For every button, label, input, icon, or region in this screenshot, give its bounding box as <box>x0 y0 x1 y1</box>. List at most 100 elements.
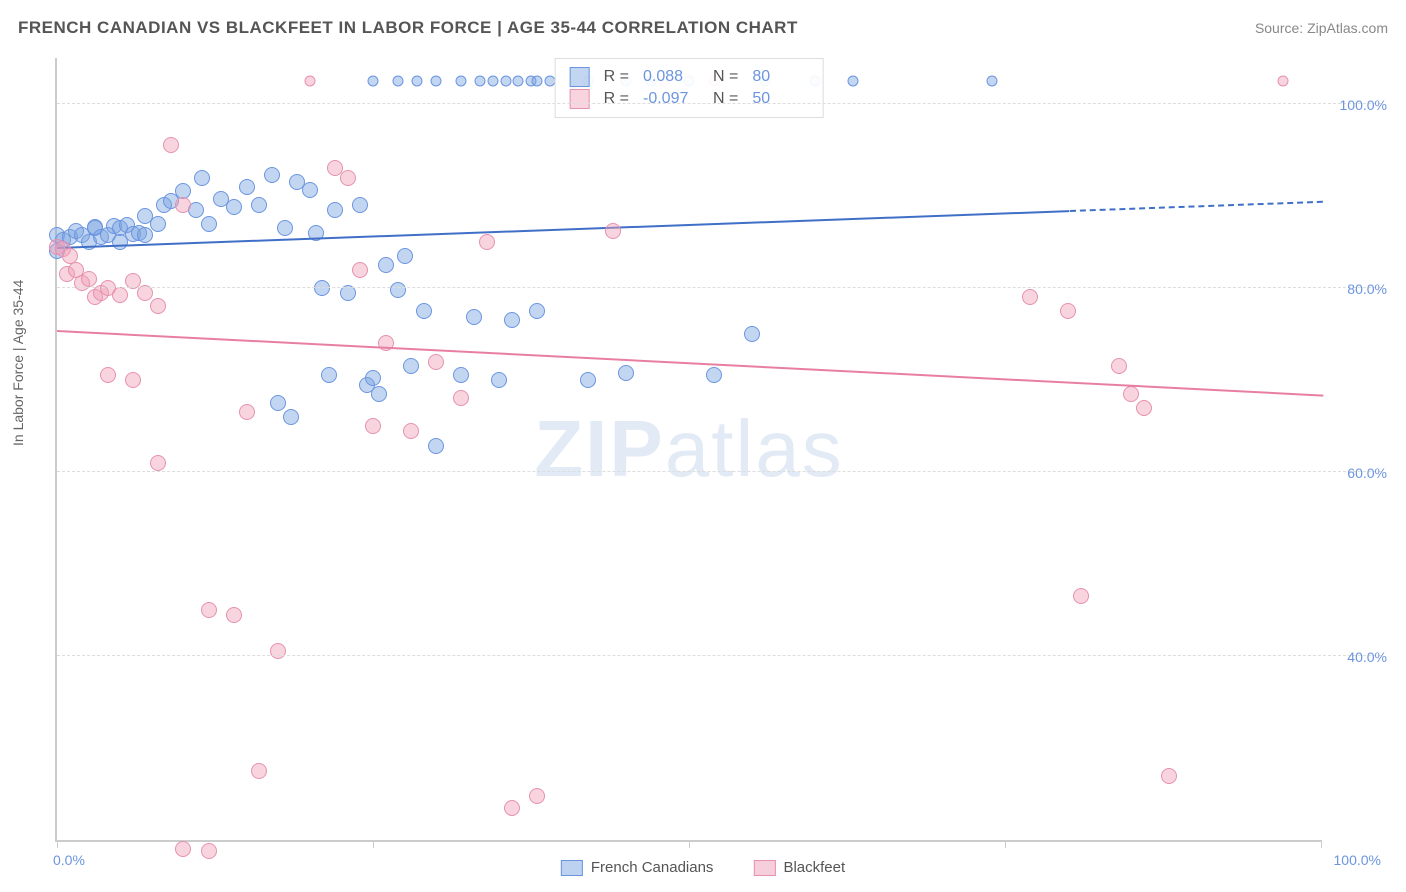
data-point <box>137 227 153 243</box>
data-point <box>848 76 859 87</box>
data-point <box>226 607 242 623</box>
legend-item: Blackfeet <box>753 859 845 876</box>
data-point <box>479 234 495 250</box>
data-point <box>403 423 419 439</box>
data-point <box>81 271 97 287</box>
y-tick-label: 100.0% <box>1340 97 1387 113</box>
data-point <box>100 367 116 383</box>
data-point <box>580 372 596 388</box>
data-point <box>390 282 406 298</box>
data-point <box>201 843 217 859</box>
data-point <box>412 76 423 87</box>
stats-swatch <box>570 89 590 109</box>
stats-n-label: N = <box>713 90 738 108</box>
data-point <box>744 326 760 342</box>
x-tick <box>373 840 374 848</box>
data-point <box>488 76 499 87</box>
x-tick-label: 100.0% <box>1334 852 1381 868</box>
data-point <box>987 76 998 87</box>
bottom-legend: French Canadians Blackfeet <box>561 859 845 876</box>
data-point <box>264 167 280 183</box>
data-point <box>378 257 394 273</box>
stats-r-value: 0.088 <box>643 68 699 86</box>
data-point <box>239 179 255 195</box>
data-point <box>428 354 444 370</box>
legend-label: French Canadians <box>591 859 714 876</box>
page-title: FRENCH CANADIAN VS BLACKFEET IN LABOR FO… <box>18 18 798 38</box>
gridline <box>57 287 1381 288</box>
legend-swatch <box>561 860 583 876</box>
data-point <box>201 216 217 232</box>
data-point <box>491 372 507 388</box>
data-point <box>532 76 543 87</box>
stats-r-value: -0.097 <box>643 90 699 108</box>
x-tick <box>689 840 690 848</box>
stats-r-label: R = <box>604 68 629 86</box>
stats-legend: R =0.088N =80R =-0.097N =50 <box>555 58 824 118</box>
y-tick-label: 80.0% <box>1347 281 1387 297</box>
data-point <box>239 404 255 420</box>
data-point <box>1123 386 1139 402</box>
data-point <box>175 841 191 857</box>
x-tick <box>57 840 58 848</box>
data-point <box>194 170 210 186</box>
data-point <box>201 602 217 618</box>
data-point <box>431 76 442 87</box>
gridline <box>57 655 1381 656</box>
data-point <box>397 248 413 264</box>
data-point <box>475 76 486 87</box>
data-point <box>504 312 520 328</box>
data-point <box>1060 303 1076 319</box>
data-point <box>1278 76 1289 87</box>
data-point <box>368 76 379 87</box>
y-tick-label: 60.0% <box>1347 465 1387 481</box>
data-point <box>500 76 511 87</box>
data-point <box>456 76 467 87</box>
x-tick <box>1321 840 1322 848</box>
data-point <box>393 76 404 87</box>
trend-line <box>1070 201 1323 212</box>
data-point <box>226 199 242 215</box>
legend-item: French Canadians <box>561 859 714 876</box>
data-point <box>277 220 293 236</box>
data-point <box>453 367 469 383</box>
data-point <box>428 438 444 454</box>
legend-label: Blackfeet <box>783 859 845 876</box>
plot-area <box>57 58 1321 840</box>
data-point <box>283 409 299 425</box>
data-point <box>529 303 545 319</box>
y-tick-label: 40.0% <box>1347 649 1387 665</box>
data-point <box>150 216 166 232</box>
data-point <box>529 788 545 804</box>
source-label: Source: ZipAtlas.com <box>1255 20 1388 36</box>
data-point <box>416 303 432 319</box>
data-point <box>304 76 315 87</box>
data-point <box>150 455 166 471</box>
x-tick <box>1005 840 1006 848</box>
data-point <box>605 223 621 239</box>
data-point <box>1073 588 1089 604</box>
data-point <box>618 365 634 381</box>
x-tick-label: 0.0% <box>53 852 85 868</box>
gridline <box>57 103 1381 104</box>
data-point <box>340 170 356 186</box>
y-axis-label: In Labor Force | Age 35-44 <box>10 280 26 446</box>
data-point <box>251 197 267 213</box>
data-point <box>403 358 419 374</box>
data-point <box>150 298 166 314</box>
data-point <box>466 309 482 325</box>
data-point <box>1111 358 1127 374</box>
data-point <box>163 137 179 153</box>
stats-row: R =0.088N =80 <box>570 67 809 87</box>
title-bar: FRENCH CANADIAN VS BLACKFEET IN LABOR FO… <box>18 18 1388 38</box>
data-point <box>270 395 286 411</box>
data-point <box>112 287 128 303</box>
trend-line <box>57 330 1323 397</box>
data-point <box>327 202 343 218</box>
data-point <box>365 418 381 434</box>
data-point <box>504 800 520 816</box>
data-point <box>175 197 191 213</box>
data-point <box>1022 289 1038 305</box>
correlation-chart: ZIPatlas R =0.088N =80R =-0.097N =50 40.… <box>55 58 1321 842</box>
data-point <box>270 643 286 659</box>
